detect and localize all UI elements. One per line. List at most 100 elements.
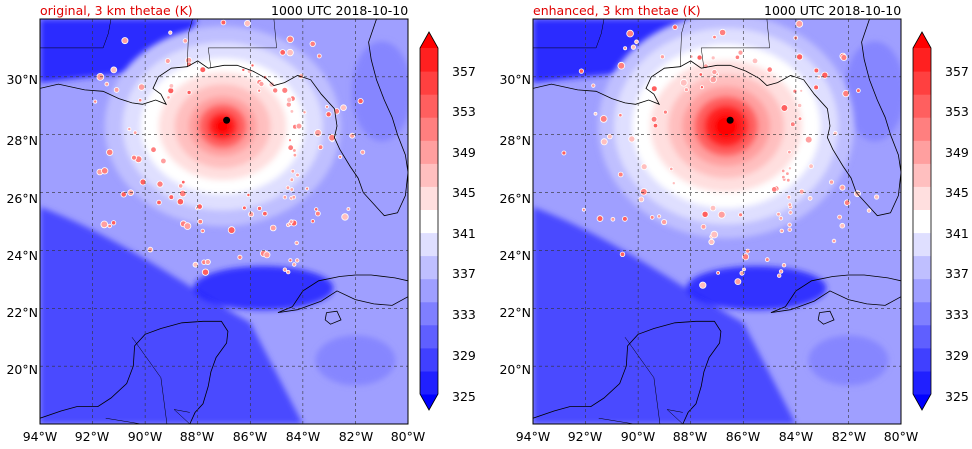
convective-cell (829, 179, 835, 185)
convective-cell (279, 49, 286, 56)
convective-cell (328, 133, 336, 142)
convective-cell (246, 192, 251, 197)
convective-cell (600, 138, 608, 146)
convective-cell (295, 122, 303, 130)
convective-cell (147, 246, 154, 253)
convective-cell (659, 54, 665, 60)
political-border (173, 409, 190, 424)
colorbar-tick-label-original: 353 (452, 104, 476, 119)
political-border (700, 19, 770, 69)
convective-cell (617, 61, 626, 70)
colorbar-segment (913, 140, 931, 164)
convective-cell (581, 207, 586, 212)
convective-cell (804, 135, 813, 144)
convective-cell (196, 203, 203, 210)
convective-cell (593, 111, 598, 116)
convective-cell (150, 146, 157, 153)
convective-cell (160, 157, 167, 165)
convective-cell (168, 194, 175, 200)
coastlines (40, 19, 408, 424)
convective-cell (591, 83, 596, 88)
convective-cell (341, 213, 349, 221)
title-original: original, 3 km thetae (K) (40, 3, 193, 18)
convective-cell (751, 57, 759, 65)
convective-cell (285, 101, 292, 108)
dry-band (533, 207, 796, 424)
convective-cell (285, 185, 291, 190)
convective-cell (281, 86, 289, 94)
colorbar-tick-label-original: 333 (452, 307, 476, 322)
colorbar-segment (420, 117, 438, 141)
convective-cell (807, 195, 813, 201)
convective-cell (661, 219, 668, 226)
convective-cell (291, 194, 296, 200)
colorbar-tick-label-original: 349 (452, 145, 476, 160)
convective-cell (787, 166, 792, 171)
convective-cell (183, 222, 192, 230)
convective-cell (649, 215, 655, 220)
convective-cells (561, 20, 880, 289)
storm-center-marker (223, 116, 231, 124)
convective-cell (634, 39, 639, 45)
convective-cell (201, 268, 210, 276)
lon-label-original: 86°W (232, 429, 268, 444)
lat-label-enhanced: 28°N (499, 133, 531, 148)
convective-cell (305, 186, 310, 191)
convective-cell (268, 81, 275, 88)
convective-cell (796, 102, 803, 109)
colorbar-segment (913, 370, 931, 395)
lat-label-original: 28°N (6, 133, 38, 148)
yucatan-coastline (533, 320, 722, 424)
convective-cell (340, 104, 347, 111)
convective-cell (164, 58, 171, 64)
convective-cell (248, 211, 255, 218)
convective-cell (638, 196, 645, 203)
convective-cell (781, 263, 787, 268)
convective-cell (287, 144, 294, 151)
convective-cell (745, 248, 751, 254)
storm-center-marker (726, 116, 734, 124)
convective-cell (716, 270, 720, 275)
convective-cell (181, 179, 186, 185)
colorbar-tick-label-enhanced: 345 (945, 185, 969, 200)
convective-cell (873, 194, 880, 200)
convective-cell (258, 81, 265, 88)
lon-label-original: 92°W (74, 429, 110, 444)
convective-cell (785, 171, 790, 176)
convective-cell (237, 254, 243, 260)
convective-cell (309, 40, 316, 48)
convective-cell (315, 210, 321, 217)
convective-cell (742, 267, 746, 272)
convective-cell (796, 53, 804, 61)
convective-cell (779, 228, 784, 234)
convective-cell (837, 214, 842, 220)
moist-region-caribbean (808, 335, 889, 386)
colorbar-tick-label-enhanced: 337 (945, 266, 969, 281)
moist-region-atlantic (844, 41, 901, 142)
lon-label-enhanced: 82°W (831, 429, 867, 444)
convective-cell (289, 109, 295, 114)
convective-cell (787, 222, 792, 227)
convective-cell (617, 171, 624, 178)
convective-cell (127, 127, 132, 132)
convective-cell (168, 83, 175, 89)
convective-cell (712, 34, 717, 40)
political-border (624, 337, 661, 424)
lat-label-enhanced: 30°N (499, 72, 531, 87)
colorbar-segment (420, 94, 438, 118)
political-border (666, 409, 683, 424)
gridlines (533, 19, 901, 424)
colorbar-tick-label-original: 341 (452, 226, 476, 241)
convective-cell (630, 44, 637, 50)
convective-cell (286, 96, 293, 103)
convective-cell (776, 211, 781, 217)
colorbar-segment (913, 324, 931, 349)
convective-cell (325, 104, 329, 109)
lon-label-enhanced: 80°W (883, 429, 919, 444)
map-frame (532, 18, 902, 425)
convective-cell (292, 148, 297, 153)
convective-cell (710, 230, 719, 239)
convective-cell (192, 261, 199, 268)
lon-label-enhanced: 92°W (567, 429, 603, 444)
convective-cell (302, 110, 307, 115)
